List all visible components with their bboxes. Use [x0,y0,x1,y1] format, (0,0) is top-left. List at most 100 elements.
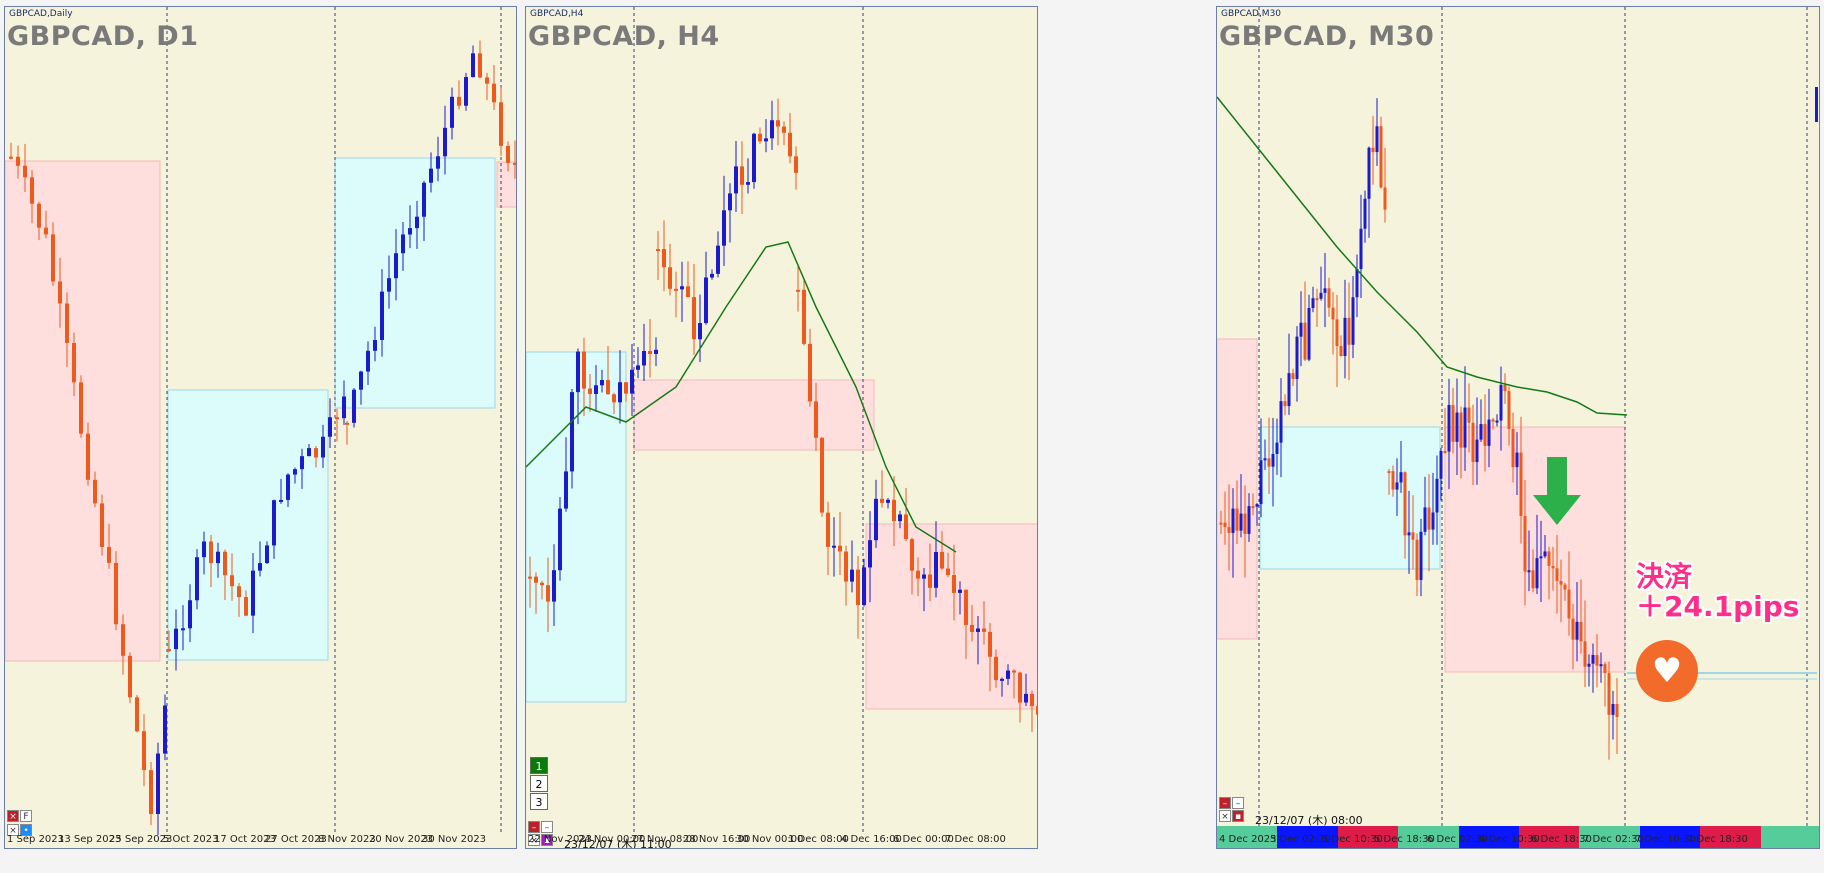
candle-body [1351,297,1355,345]
candle-body [546,585,550,602]
candle-body [1259,460,1263,505]
x-tick-label: 20 Nov 2023 [369,834,434,845]
candle-body [1395,482,1399,490]
candle-body [1367,147,1371,199]
button-1[interactable]: 1 [530,757,548,774]
close-icon[interactable]: × [7,810,19,822]
candle-body [788,132,792,157]
candle-body [832,545,836,548]
x-tick-label: 27 Oct 2023 [265,834,327,845]
x-tick-label: 5 Oct 2023 [163,834,219,845]
chart-title-d1: GBPCAD, D1 [7,21,199,52]
x-tick-label: 25 Sep 2023 [109,834,173,845]
candle-body [642,351,646,366]
minimize-icon[interactable]: – [541,821,553,833]
candle-body [752,133,756,183]
candle-body [886,499,890,503]
candle-body [540,582,544,586]
candle-body [1359,228,1363,270]
x-tick-label: 28 Nov 16:00 [683,834,751,845]
candle-body [782,126,786,133]
candle-body [223,551,227,576]
candle-body [30,177,34,204]
indicator-icon[interactable]: • [20,824,32,836]
candle-body [51,234,55,282]
candle-body [1511,428,1515,468]
candle-body [415,216,419,229]
candle-body [9,156,13,159]
candle-body [72,342,76,383]
candle-body [1535,558,1539,589]
candle-body [1379,126,1383,188]
chart-canvas-m30[interactable] [1217,7,1820,849]
candle-body [492,83,496,103]
candle-body [1587,663,1591,667]
minimize-icon[interactable]: – [528,821,540,833]
candle-body [1291,373,1295,379]
chart-panel-m30[interactable]: GBPCAD,M30 GBPCAD, M30 – – × ▪ 23/12/07 … [1216,6,1820,849]
candle-body [107,546,111,563]
chart-panel-h4[interactable]: GBPCAD,H4 GBPCAD, H4 1 2 3 – – × ▪ 23/12… [525,6,1038,849]
candle-body [513,162,516,165]
candle-body [149,770,153,814]
candle-body [23,165,27,178]
candle-body [1327,288,1331,308]
candle-body [1475,439,1479,463]
x-tick-label: 6 Dec 18:30 [1531,834,1592,845]
candle-body [1411,532,1415,540]
close-icon[interactable]: × [1219,810,1231,822]
candle-body [970,624,974,632]
candle-body [1575,621,1579,640]
f-icon[interactable]: F [20,810,32,822]
candle-body [1036,706,1037,715]
x-tick-label: 7 Dec 18:30 [1687,834,1748,845]
candle-body [958,589,962,593]
candle-body [300,456,304,470]
candle-body [734,166,738,194]
candle-body [1231,508,1235,533]
close-icon[interactable]: × [528,834,540,846]
indicator-icon[interactable]: ▪ [1232,810,1244,822]
candle-body [588,388,592,394]
close-icon[interactable]: × [7,824,19,836]
candle-body [1523,515,1527,572]
chart-panel-d1[interactable]: GBPCAD,Daily GBPCAD, D1 × F × • 1 Sep 20… [4,6,517,849]
candle-body [1571,618,1575,640]
candle-body [1603,664,1607,674]
candle-body [1000,678,1004,681]
candle-body [618,382,622,403]
candle-body [1559,581,1563,585]
candle-body [946,568,950,576]
candle-body [1499,384,1503,421]
chart-canvas-d1[interactable] [5,7,517,849]
timestamp-m30: 23/12/07 (木) 08:00 [1255,814,1363,827]
candle-body [594,385,598,394]
broken-heart-icon: ♥ [1636,640,1698,702]
button-2[interactable]: 2 [530,775,548,792]
button-3[interactable]: 3 [530,793,548,810]
candle-body [746,182,750,185]
x-tick-label: 30 Nov 00:00 [736,834,804,845]
candle-body [373,340,377,351]
x-tick-label: 5 Dec 10:30 [1322,834,1383,845]
x-tick-label: 7 Dec 08:00 [945,834,1006,845]
candle-body [1219,522,1223,525]
candle-body [1579,621,1583,642]
minimize-icon[interactable]: – [1232,797,1244,809]
candle-body [1347,317,1351,345]
minimize-icon[interactable]: – [1219,797,1231,809]
indicator-icon[interactable]: ▪ [541,834,553,846]
chart-canvas-h4[interactable] [526,7,1038,849]
candle-body [279,499,283,502]
candle-body [794,156,798,173]
candle-body [1383,187,1387,210]
x-tick-label: 4 Dec 2023 [1219,834,1277,845]
x-tick-label: 6 Dec 10:30 [1479,834,1540,845]
candle-body [976,628,980,632]
candle-body [576,351,580,393]
zone-box [865,523,1037,710]
x-tick-label: 13 Sep 2023 [58,834,122,845]
candle-body [307,448,311,457]
candle-body [328,417,332,437]
candle-body [345,422,349,425]
